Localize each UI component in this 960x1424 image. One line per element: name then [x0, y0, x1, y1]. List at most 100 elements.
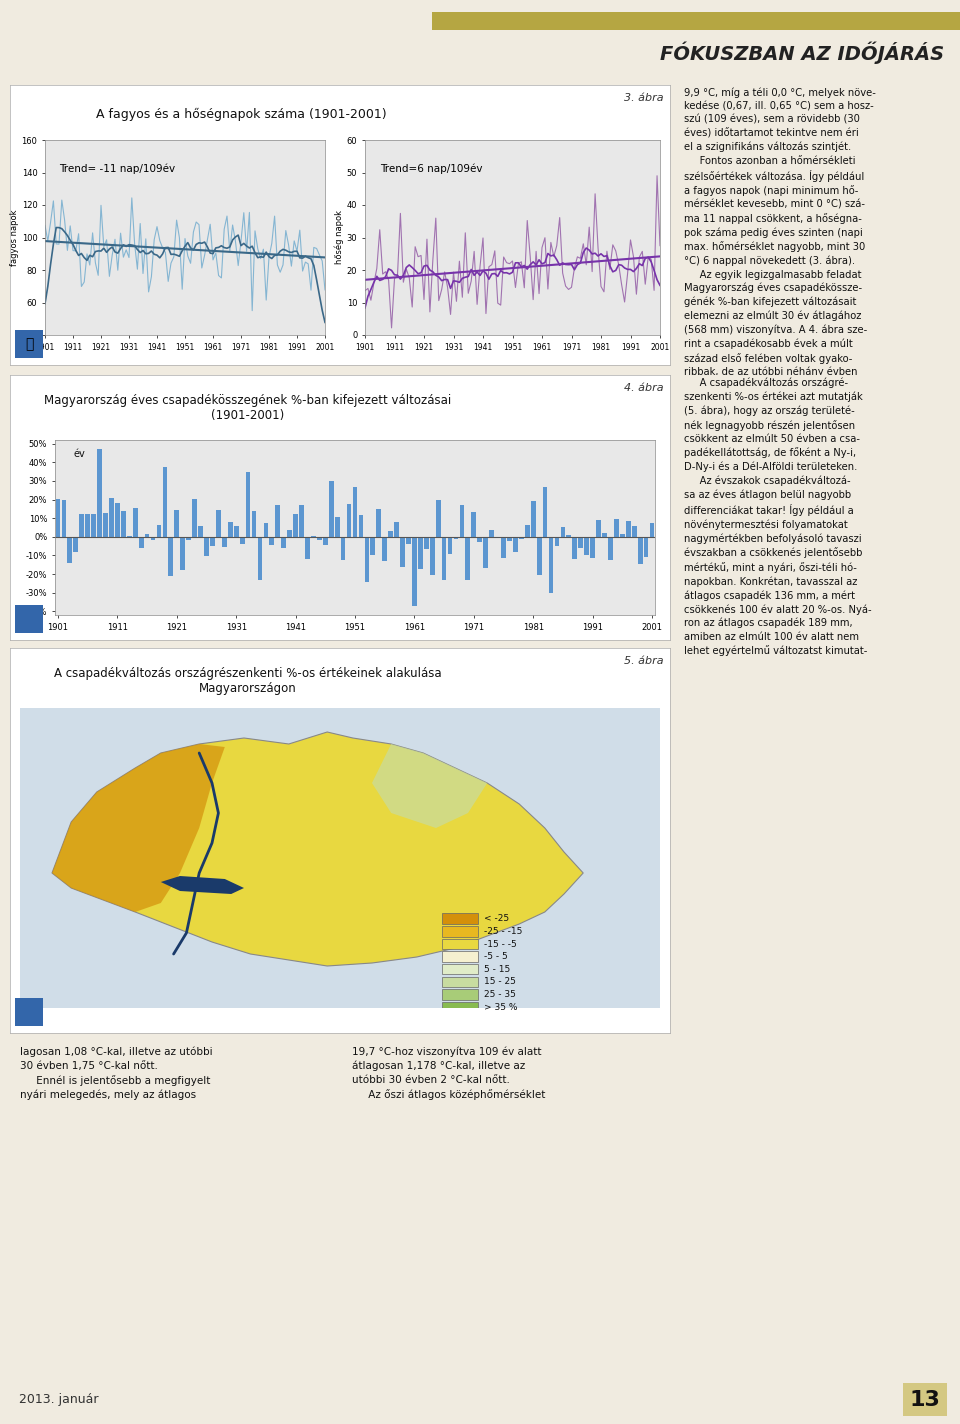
- Text: > 35 %: > 35 %: [484, 1002, 517, 1011]
- Y-axis label: hőség napok: hőség napok: [334, 211, 344, 265]
- Bar: [80, 514, 84, 537]
- Bar: [644, 537, 648, 557]
- Bar: [632, 525, 636, 537]
- Bar: [180, 537, 185, 570]
- Bar: [276, 506, 280, 537]
- Bar: [222, 537, 227, 547]
- Bar: [240, 537, 245, 544]
- Bar: [443, 977, 478, 987]
- Bar: [335, 517, 340, 537]
- Bar: [418, 537, 422, 570]
- Bar: [443, 951, 478, 961]
- Bar: [483, 537, 488, 568]
- Bar: [537, 537, 541, 575]
- Bar: [287, 531, 292, 537]
- Bar: [406, 537, 411, 544]
- Bar: [300, 506, 304, 537]
- Text: Trend= -11 nap/109év: Trend= -11 nap/109év: [59, 164, 175, 174]
- Bar: [132, 508, 137, 537]
- Bar: [637, 537, 642, 564]
- Text: < -25: < -25: [484, 914, 509, 923]
- Bar: [293, 514, 298, 537]
- Bar: [352, 487, 357, 537]
- Bar: [347, 504, 351, 537]
- Bar: [531, 501, 536, 537]
- Bar: [376, 510, 381, 537]
- Bar: [145, 534, 150, 537]
- Bar: [471, 513, 476, 537]
- Bar: [572, 537, 577, 558]
- Bar: [365, 537, 370, 582]
- Bar: [61, 500, 66, 537]
- Text: 9,9 °C, míg a téli 0,0 °C, melyek növe-
kedése (0,67, ill. 0,65 °C) sem a hosz-
: 9,9 °C, míg a téli 0,0 °C, melyek növe- …: [684, 88, 876, 406]
- Polygon shape: [372, 743, 487, 827]
- Text: -5 - 5: -5 - 5: [484, 953, 508, 961]
- Bar: [67, 537, 72, 564]
- Bar: [85, 514, 90, 537]
- Bar: [109, 498, 114, 537]
- Text: lagosan 1,08 °C-kal, illetve az utóbbi
30 évben 1,75 °C-kal nőtt.
     Ennél is : lagosan 1,08 °C-kal, illetve az utóbbi 3…: [19, 1047, 212, 1099]
- Bar: [252, 511, 256, 537]
- Bar: [323, 537, 327, 544]
- Text: FÓKUSZBAN AZ IDŐJÁRÁS: FÓKUSZBAN AZ IDŐJÁRÁS: [660, 41, 944, 64]
- Bar: [281, 537, 286, 548]
- Text: 19,7 °C-hoz viszonyítva 109 év alatt
átlagosan 1,178 °C-kal, illetve az
utóbbi 3: 19,7 °C-hoz viszonyítva 109 év alatt átl…: [352, 1047, 545, 1099]
- Bar: [542, 487, 547, 537]
- Bar: [614, 518, 619, 537]
- Bar: [400, 537, 405, 567]
- Text: A fagyos és a hőségnapok száma (1901-2001): A fagyos és a hőségnapok száma (1901-200…: [96, 107, 386, 121]
- Bar: [139, 537, 143, 548]
- Bar: [436, 500, 441, 537]
- Bar: [555, 537, 560, 547]
- Bar: [424, 537, 429, 550]
- Text: 5. ábra: 5. ábra: [624, 655, 663, 665]
- Bar: [168, 537, 173, 577]
- Bar: [460, 506, 465, 537]
- Text: 5 - 15: 5 - 15: [484, 965, 511, 974]
- Text: A csapadékváltozás országré-
szenkenti %-os értékei azt mutatják
(5. ábra), hogy: A csapadékváltozás országré- szenkenti %…: [684, 377, 871, 656]
- Bar: [395, 523, 399, 537]
- Bar: [447, 537, 452, 554]
- Bar: [186, 537, 191, 540]
- Bar: [561, 527, 565, 537]
- Bar: [175, 510, 180, 537]
- Bar: [443, 926, 478, 937]
- Bar: [519, 537, 524, 540]
- Bar: [198, 525, 203, 537]
- Bar: [490, 530, 494, 537]
- Text: Magyarország éves csapadékösszegének %-ban kifejezett változásai
(1901-2001): Magyarország éves csapadékösszegének %-b…: [44, 393, 451, 422]
- Bar: [156, 525, 161, 537]
- Bar: [549, 537, 553, 594]
- Text: 3. ábra: 3. ábra: [624, 94, 663, 104]
- Bar: [91, 514, 96, 537]
- Bar: [650, 523, 655, 537]
- Bar: [305, 537, 310, 558]
- Bar: [257, 537, 262, 581]
- Bar: [371, 537, 375, 555]
- Text: A csapadékváltozás országrészenkenti %-os értékeinek alakulása
Magyarországon: A csapadékváltozás országrészenkenti %-o…: [54, 668, 442, 695]
- Text: Trend=6 nap/109év: Trend=6 nap/109év: [380, 164, 482, 174]
- Bar: [359, 515, 363, 537]
- Bar: [56, 500, 60, 537]
- Bar: [317, 537, 322, 540]
- Bar: [566, 535, 571, 537]
- Bar: [210, 537, 215, 547]
- Bar: [234, 527, 239, 537]
- Bar: [121, 511, 126, 537]
- Bar: [329, 481, 334, 537]
- Bar: [270, 537, 275, 545]
- Bar: [626, 521, 631, 537]
- Bar: [216, 510, 221, 537]
- Bar: [97, 450, 102, 537]
- Bar: [442, 537, 446, 580]
- Bar: [263, 523, 268, 537]
- Bar: [192, 500, 197, 537]
- Polygon shape: [52, 743, 225, 911]
- Bar: [443, 990, 478, 1000]
- Text: 15 - 25: 15 - 25: [484, 977, 516, 987]
- Bar: [388, 531, 393, 537]
- Bar: [466, 537, 470, 580]
- Bar: [608, 537, 612, 561]
- Bar: [382, 537, 387, 561]
- Bar: [602, 533, 607, 537]
